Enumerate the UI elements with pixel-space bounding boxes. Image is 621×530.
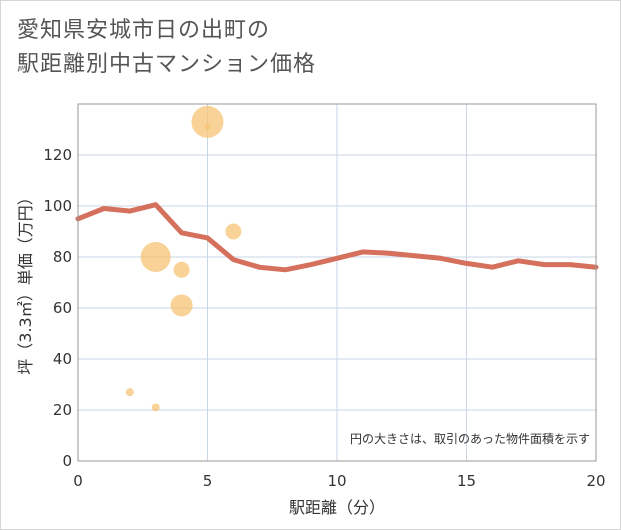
- x-tick-label-3: 15: [457, 472, 476, 490]
- x-axis-label: 駅距離（分）: [289, 498, 385, 517]
- bubble-5: [191, 105, 224, 138]
- x-tick-label-0: 0: [73, 472, 83, 490]
- x-tick-label-2: 10: [327, 472, 346, 490]
- x-tick-label-1: 5: [203, 472, 213, 490]
- y-tick-label-2: 40: [53, 350, 72, 368]
- plot-border: [77, 103, 597, 462]
- y-axis-label: 坪（3.3㎡）単価（万円）: [16, 189, 35, 374]
- y-tick-label-1: 20: [53, 401, 72, 419]
- bubble-6: [204, 123, 211, 130]
- y-tick-label-3: 60: [53, 299, 72, 317]
- chart-title-line-2: 駅距離別中古マンション価格: [17, 52, 317, 77]
- bubble-3: [173, 261, 190, 278]
- y-tick-labels: 0 20 40 60 80 100 120: [43, 146, 72, 470]
- bubble-2: [140, 242, 171, 272]
- bubble-size-note: 円の大きさは、取引のあった物件面積を示す: [350, 431, 590, 446]
- y-tick-label-0: 0: [62, 452, 72, 470]
- y-tick-label-4: 80: [53, 248, 72, 266]
- bubble-1: [151, 403, 160, 412]
- bubble-7: [225, 223, 242, 240]
- chart-title-line-1: 愛知県安城市日の出町の: [17, 18, 271, 43]
- y-tick-label-5: 100: [43, 197, 72, 215]
- x-tick-labels: 0 5 10 15 20: [73, 472, 605, 490]
- chart-title: 愛知県安城市日の出町の 駅距離別中古マンション価格: [17, 14, 316, 82]
- x-tick-label-4: 20: [586, 472, 605, 490]
- bubble-0: [125, 388, 134, 397]
- series-line: [75, 202, 599, 273]
- bubble-4: [170, 294, 193, 317]
- y-tick-label-6: 120: [43, 146, 72, 164]
- bubble-layer: [125, 105, 242, 412]
